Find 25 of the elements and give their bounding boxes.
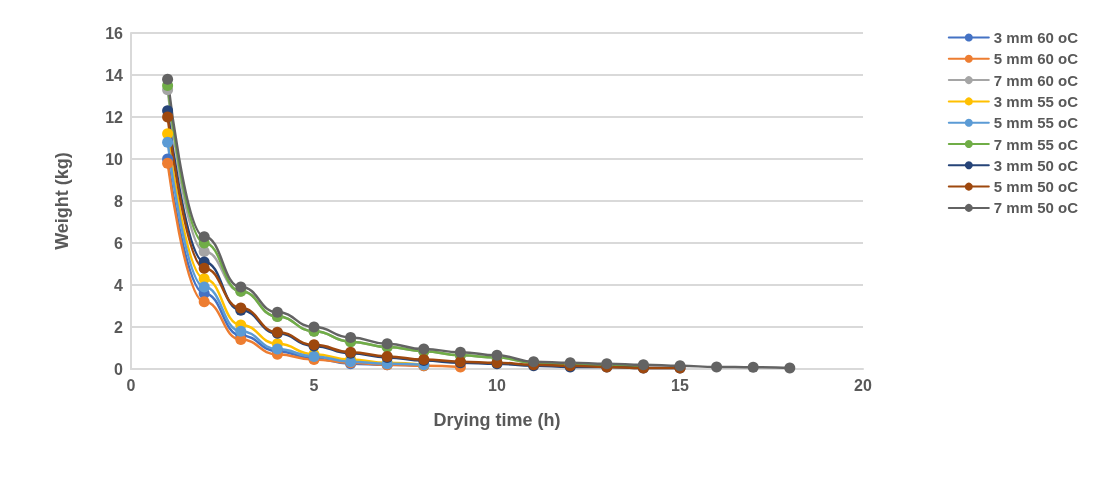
y-tick-label: 4 [114,276,124,294]
y-tick-label: 6 [114,234,124,252]
y-axis-title: Weight (kg) [52,152,72,250]
y-tick-label: 14 [105,66,124,84]
legend-label: 3 mm 55 oC [993,92,1079,110]
x-axis-title: Drying time (h) [433,410,561,430]
x-tick-label: 20 [854,376,872,394]
legend-label: 3 mm 50 oC [993,156,1079,174]
legend-label: 5 mm 60 oC [993,50,1079,68]
x-tick-label: 0 [126,376,136,394]
y-tick-label: 12 [105,108,124,126]
x-tick-label: 15 [671,376,689,394]
legend-label: 7 mm 50 oC [993,199,1079,217]
legend-label: 7 mm 60 oC [993,71,1079,89]
y-tick-label: 8 [114,192,124,210]
legend-label: 5 mm 50 oC [993,178,1079,196]
y-tick-label: 0 [114,360,124,378]
y-tick-label: 2 [114,318,124,336]
y-tick-label: 16 [105,24,124,42]
legend-label: 3 mm 60 oC [993,29,1079,46]
y-tick-label: 10 [105,150,124,168]
x-tick-label: 5 [309,376,319,394]
x-tick-label: 10 [488,376,506,394]
legend-label: 5 mm 55 oC [993,114,1079,132]
legend-label: 7 mm 55 oC [993,135,1079,153]
